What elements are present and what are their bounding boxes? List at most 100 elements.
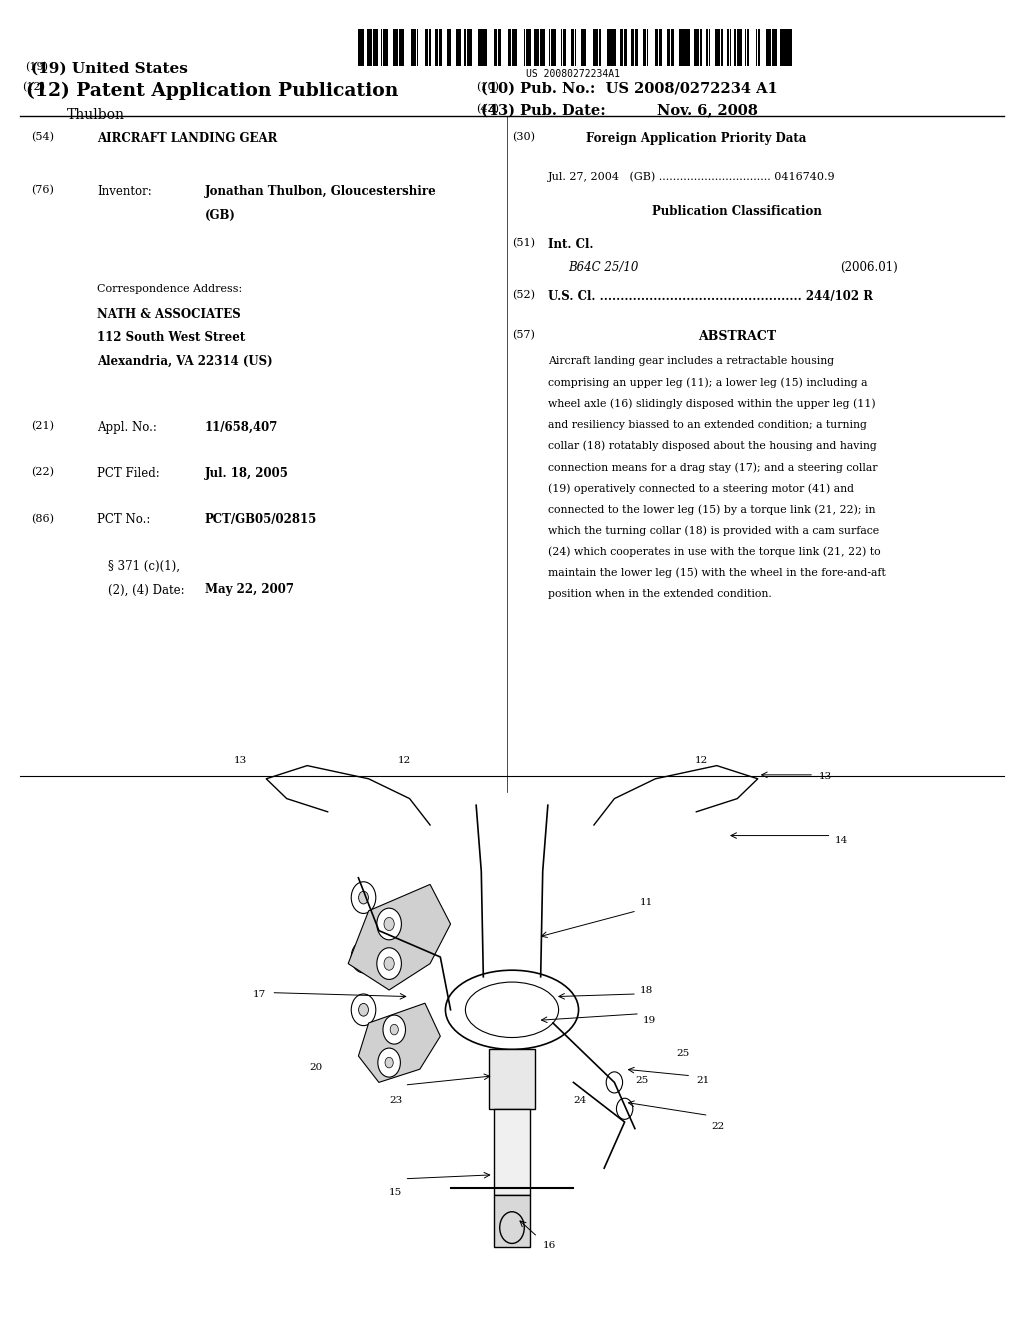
Text: connection means for a drag stay (17); and a steering collar: connection means for a drag stay (17); a… [548,462,878,473]
Bar [593,29,598,66]
Bar [748,29,749,66]
Text: (86): (86) [31,513,53,524]
Text: (54): (54) [31,132,53,143]
Circle shape [358,1003,369,1016]
Text: 11/658,407: 11/658,407 [205,421,279,434]
Bar [417,29,419,66]
Bar [381,29,383,66]
Bar [772,29,777,66]
Bar [679,29,684,66]
Text: 19: 19 [643,1016,656,1026]
Text: US 20080272234A1: US 20080272234A1 [526,69,621,79]
Text: 16: 16 [543,1241,556,1250]
Bar [571,29,574,66]
Text: maintain the lower leg (15) with the wheel in the fore-and-aft: maintain the lower leg (15) with the whe… [548,568,886,578]
Bar [745,29,746,66]
Circle shape [390,1024,398,1035]
Text: Jul. 18, 2005: Jul. 18, 2005 [205,467,289,480]
Text: 11: 11 [640,898,653,907]
Bar [478,29,483,66]
Bar [425,29,428,66]
Text: 20: 20 [309,1063,323,1072]
Bar [494,1109,530,1195]
Bar [624,29,627,66]
Bar [635,29,638,66]
Bar [508,29,511,66]
Bar [721,29,723,66]
Text: (57): (57) [512,330,535,341]
Bar [411,29,416,66]
Text: B64C 25/10: B64C 25/10 [568,261,639,275]
Text: PCT/GB05/02815: PCT/GB05/02815 [205,513,317,527]
Bar [358,29,364,66]
Text: (2006.01): (2006.01) [840,261,897,275]
Bar [464,29,466,66]
Text: 14: 14 [835,836,848,845]
Bar [489,1049,535,1109]
Text: PCT No.:: PCT No.: [97,513,151,527]
Bar [393,29,398,66]
Bar [715,29,720,66]
Text: AIRCRAFT LANDING GEAR: AIRCRAFT LANDING GEAR [97,132,278,145]
Bar [684,29,689,66]
Bar [549,29,550,66]
Bar [632,29,635,66]
Text: comprising an upper leg (11); a lower leg (15) including a: comprising an upper leg (11); a lower le… [548,378,867,388]
Circle shape [385,1057,393,1068]
Text: 12: 12 [398,756,411,766]
Text: PCT Filed:: PCT Filed: [97,467,160,480]
Bar [484,29,487,66]
Text: (43): (43) [476,104,499,115]
Bar [659,29,663,66]
Bar [613,29,616,66]
Text: 13: 13 [234,756,247,766]
Bar [709,29,711,66]
Text: connected to the lower leg (15) by a torque link (21, 22); in: connected to the lower leg (15) by a tor… [548,504,876,515]
Bar [727,29,729,66]
Bar [647,29,648,66]
Circle shape [358,950,369,964]
Text: (52): (52) [512,290,535,301]
Text: NATH & ASSOCIATES: NATH & ASSOCIATES [97,308,241,321]
Text: 23: 23 [389,1096,402,1105]
Text: 13: 13 [819,772,833,781]
Text: Correspondence Address:: Correspondence Address: [97,284,243,294]
Bar [736,29,741,66]
Bar [667,29,670,66]
Text: (43) Pub. Date:          Nov. 6, 2008: (43) Pub. Date: Nov. 6, 2008 [481,104,758,119]
Bar [643,29,646,66]
Bar [584,29,587,66]
Bar [467,29,472,66]
Bar [707,29,708,66]
Polygon shape [358,1003,440,1082]
Text: U.S. Cl. ................................................. 244/102 R: U.S. Cl. ...............................… [548,290,872,304]
Bar [526,29,531,66]
Bar [523,29,525,66]
Bar [766,29,771,66]
Text: Foreign Application Priority Data: Foreign Application Priority Data [586,132,807,145]
Text: Inventor:: Inventor: [97,185,152,198]
Bar [620,29,623,66]
Bar [786,29,792,66]
Bar [563,29,566,66]
Bar [758,29,760,66]
Bar [495,29,498,66]
Bar [655,29,658,66]
Text: 25: 25 [635,1076,648,1085]
Text: (19) operatively connected to a steering motor (41) and: (19) operatively connected to a steering… [548,483,854,494]
Text: wheel axle (16) slidingly disposed within the upper leg (11): wheel axle (16) slidingly disposed withi… [548,399,876,409]
Text: 15: 15 [389,1188,402,1197]
Bar [383,29,388,66]
Circle shape [377,908,401,940]
Bar [756,29,757,66]
Bar [450,29,451,66]
Text: May 22, 2007: May 22, 2007 [205,583,294,597]
Text: (76): (76) [31,185,53,195]
Bar [730,29,731,66]
Text: § 371 (c)(1),: § 371 (c)(1), [108,560,179,573]
Bar [561,29,562,66]
Bar [780,29,785,66]
Polygon shape [348,884,451,990]
Text: Aircraft landing gear includes a retractable housing: Aircraft landing gear includes a retract… [548,356,834,367]
Bar [429,29,431,66]
